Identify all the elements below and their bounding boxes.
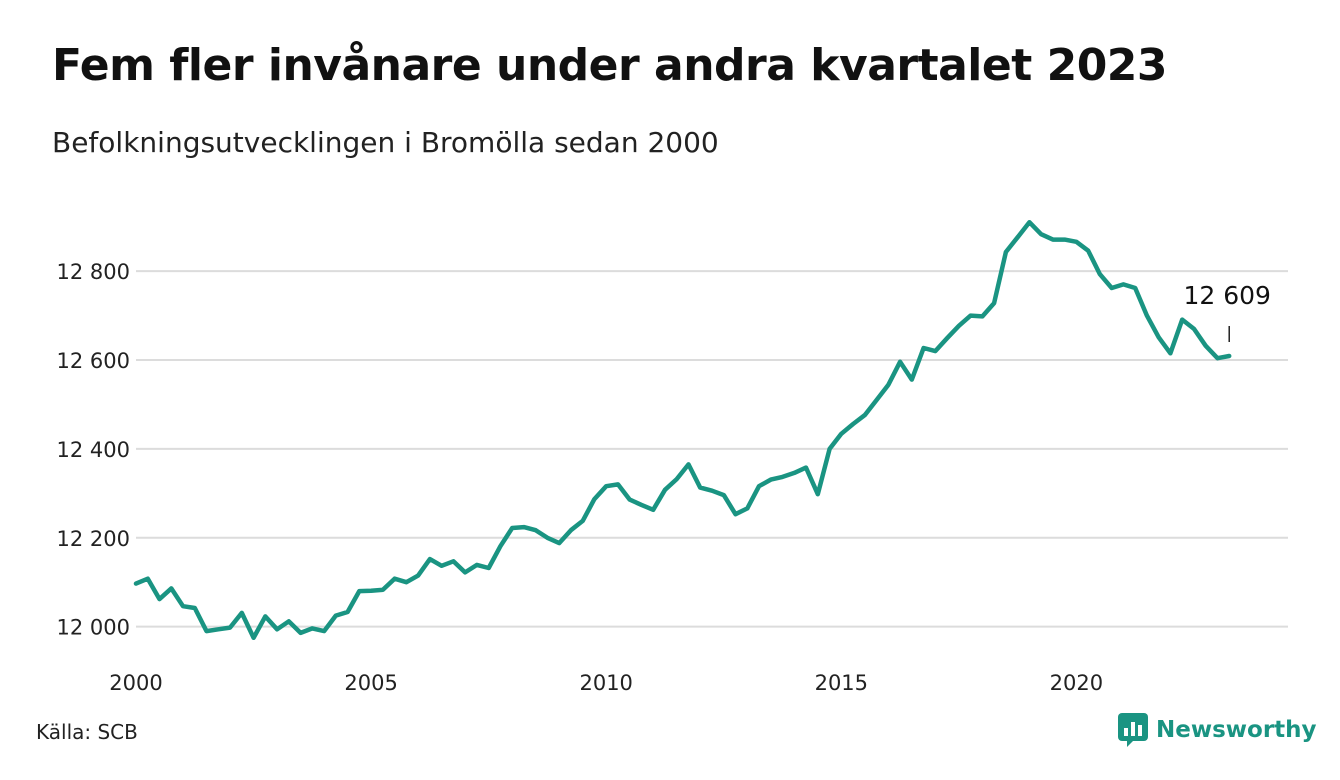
- y-tick-label: 12 200: [57, 527, 130, 551]
- chart-subtitle: Befolkningsutvecklingen i Bromölla sedan…: [52, 126, 719, 159]
- newsworthy-logo-icon: [1118, 713, 1148, 747]
- x-tick-label: 2010: [579, 671, 632, 695]
- annotation-label: 12 609: [1183, 281, 1270, 310]
- chart-title: Fem fler invånare under andra kvartalet …: [52, 40, 1168, 91]
- y-tick-label: 12 400: [57, 438, 130, 462]
- series-line: [133, 219, 1232, 641]
- brand-name: Newsworthy: [1156, 717, 1317, 743]
- y-tick-label: 12 800: [57, 260, 130, 284]
- source-label: Källa: SCB: [36, 720, 138, 744]
- x-tick-label: 2005: [344, 671, 397, 695]
- x-tick-label: 2000: [109, 671, 162, 695]
- y-tick-label: 12 600: [57, 349, 130, 373]
- x-tick-label: 2015: [815, 671, 868, 695]
- newsworthy-brand[interactable]: Newsworthy: [1118, 713, 1317, 747]
- y-tick-label: 12 000: [57, 616, 130, 640]
- x-tick-label: 2020: [1050, 671, 1103, 695]
